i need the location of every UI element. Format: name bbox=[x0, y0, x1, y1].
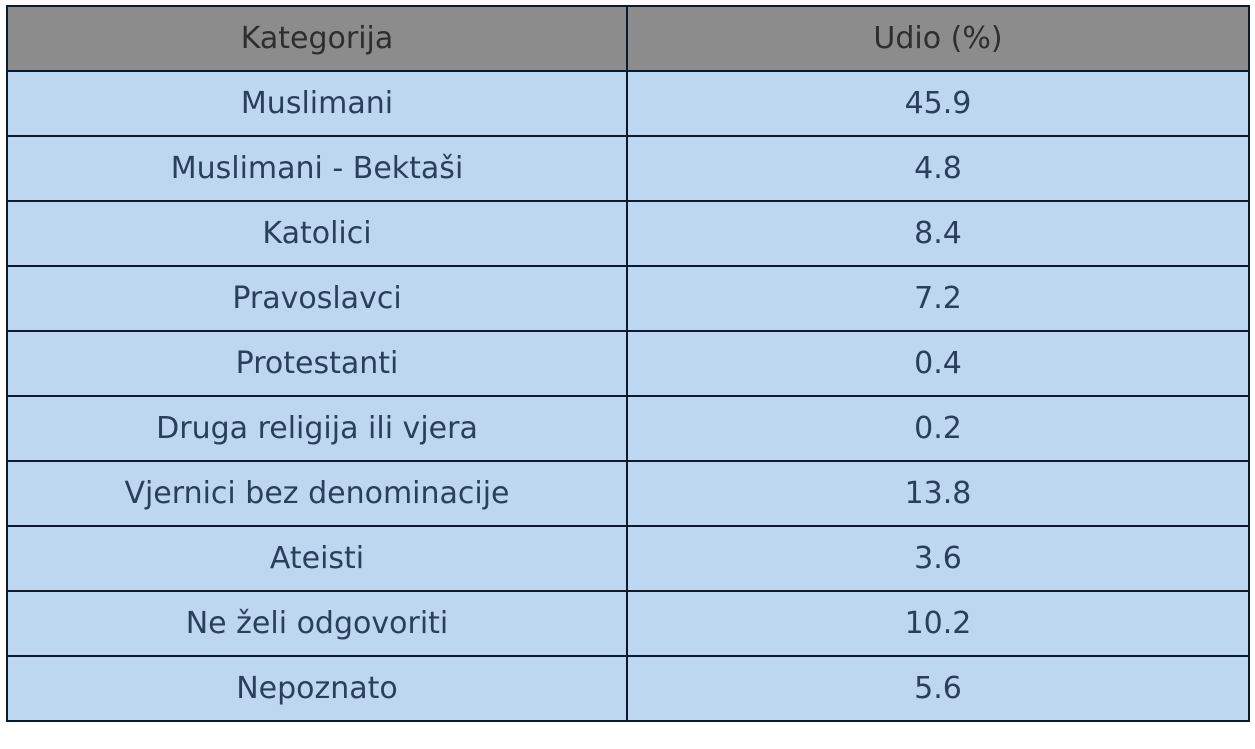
category-cell: Muslimani bbox=[6, 70, 628, 137]
table-row: Muslimani - Bektaši 4.8 bbox=[6, 135, 1250, 202]
table-row: Pravoslavci 7.2 bbox=[6, 265, 1250, 332]
category-cell: Ne želi odgovoriti bbox=[6, 590, 628, 657]
value-cell: 3.6 bbox=[626, 525, 1250, 592]
category-cell: Katolici bbox=[6, 200, 628, 267]
table-row: Muslimani 45.9 bbox=[6, 70, 1250, 137]
value-cell: 10.2 bbox=[626, 590, 1250, 657]
value-cell: 0.2 bbox=[626, 395, 1250, 462]
category-cell: Ateisti bbox=[6, 525, 628, 592]
table-row: Vjernici bez denominacije 13.8 bbox=[6, 460, 1250, 527]
data-table: Kategorija Udio (%) Muslimani 45.9 Musliman… bbox=[6, 5, 1250, 722]
header-row: Kategorija Udio (%) bbox=[6, 5, 1250, 72]
value-cell: 8.4 bbox=[626, 200, 1250, 267]
category-cell: Protestanti bbox=[6, 330, 628, 397]
table-row: Ateisti 3.6 bbox=[6, 525, 1250, 592]
category-cell: Muslimani - Bektaši bbox=[6, 135, 628, 202]
value-cell: 7.2 bbox=[626, 265, 1250, 332]
value-cell: 45.9 bbox=[626, 70, 1250, 137]
category-cell: Vjernici bez denominacije bbox=[6, 460, 628, 527]
category-cell: Pravoslavci bbox=[6, 265, 628, 332]
value-cell: 13.8 bbox=[626, 460, 1250, 527]
table-body: Muslimani 45.9 Muslimani - Bektaši 4.8 Katol… bbox=[6, 70, 1250, 722]
header-cell: Udio (%) bbox=[626, 5, 1250, 72]
table-row: Katolici 8.4 bbox=[6, 200, 1250, 267]
header-cell: Kategorija bbox=[6, 5, 628, 72]
value-cell: 0.4 bbox=[626, 330, 1250, 397]
table-header: Kategorija Udio (%) bbox=[6, 5, 1250, 72]
table-row: Ne želi odgovoriti 10.2 bbox=[6, 590, 1250, 657]
table-row: Nepoznato 5.6 bbox=[6, 655, 1250, 722]
table-row: Protestanti 0.4 bbox=[6, 330, 1250, 397]
category-cell: Nepoznato bbox=[6, 655, 628, 722]
table-row: Druga religija ili vjera 0.2 bbox=[6, 395, 1250, 462]
value-cell: 5.6 bbox=[626, 655, 1250, 722]
category-cell: Druga religija ili vjera bbox=[6, 395, 628, 462]
value-cell: 4.8 bbox=[626, 135, 1250, 202]
